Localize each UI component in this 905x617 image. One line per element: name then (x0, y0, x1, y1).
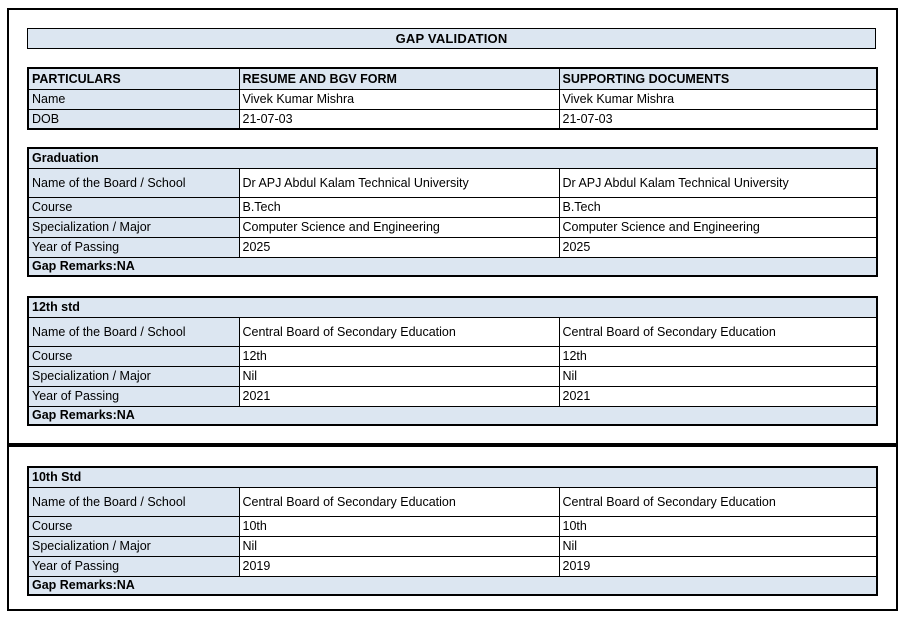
dob-supporting-value: 21-07-03 (558, 108, 878, 130)
table-row-board-school: Name of the Board / School Central Board… (27, 486, 878, 517)
gap-remarks-row: Gap Remarks:NA (27, 256, 878, 277)
row-label-board-school: Name of the Board / School (27, 316, 240, 347)
course-supporting-value: B.Tech (558, 196, 878, 218)
specialization-resume-value: Nil (238, 365, 560, 387)
row-label-board-school: Name of the Board / School (27, 167, 240, 198)
course-supporting-value: 12th (558, 345, 878, 367)
gap-remarks-10th: Gap Remarks:NA (27, 575, 878, 596)
row-label-year-of-passing: Year of Passing (27, 236, 240, 258)
year-supporting-value: 2025 (558, 236, 878, 258)
table-row-dob: DOB 21-07-03 21-07-03 (27, 108, 878, 130)
section-heading-10th: 10th Std (27, 466, 878, 488)
year-resume-value: 2019 (238, 555, 560, 577)
board-school-supporting-value: Central Board of Secondary Education (558, 486, 878, 517)
row-label-course: Course (27, 196, 240, 218)
section-heading-row: 12th std (27, 296, 878, 318)
row-label-specialization: Specialization / Major (27, 216, 240, 238)
row-label-course: Course (27, 345, 240, 367)
gap-remarks-row: Gap Remarks:NA (27, 575, 878, 596)
row-label-dob: DOB (27, 108, 240, 130)
board-school-resume-value: Central Board of Secondary Education (238, 486, 560, 517)
table-row-specialization: Specialization / Major Nil Nil (27, 535, 878, 557)
row-label-specialization: Specialization / Major (27, 365, 240, 387)
specialization-resume-value: Computer Science and Engineering (238, 216, 560, 238)
table-row-specialization: Specialization / Major Computer Science … (27, 216, 878, 238)
column-header-particulars: PARTICULARS (27, 67, 240, 90)
table-row-year-of-passing: Year of Passing 2021 2021 (27, 385, 878, 407)
specialization-supporting-value: Nil (558, 365, 878, 387)
board-school-supporting-value: Dr APJ Abdul Kalam Technical University (558, 167, 878, 198)
table-row-specialization: Specialization / Major Nil Nil (27, 365, 878, 387)
specialization-resume-value: Nil (238, 535, 560, 557)
name-supporting-value: Vivek Kumar Mishra (558, 88, 878, 110)
year-supporting-value: 2019 (558, 555, 878, 577)
particulars-table: PARTICULARS RESUME AND BGV FORM SUPPORTI… (27, 67, 878, 130)
board-school-resume-value: Central Board of Secondary Education (238, 316, 560, 347)
table-header-row: PARTICULARS RESUME AND BGV FORM SUPPORTI… (27, 67, 878, 90)
tenth-std-table: 10th Std Name of the Board / School Cent… (27, 466, 879, 596)
graduation-table: Graduation Name of the Board / School Dr… (27, 147, 878, 277)
gap-remarks-graduation: Gap Remarks:NA (27, 256, 878, 277)
course-resume-value: 10th (238, 515, 560, 537)
table-row-year-of-passing: Year of Passing 2025 2025 (27, 236, 878, 258)
row-label-name: Name (27, 88, 240, 110)
year-supporting-value: 2021 (558, 385, 878, 407)
table-row-year-of-passing: Year of Passing 2019 2019 (27, 555, 878, 577)
twelfth-std-table: 12th std Name of the Board / School Cent… (27, 296, 879, 426)
gap-remarks-12th: Gap Remarks:NA (27, 405, 878, 426)
section-heading-graduation: Graduation (27, 147, 878, 169)
table-row-course: Course B.Tech B.Tech (27, 196, 878, 218)
outer-box-bottom: 10th Std Name of the Board / School Cent… (7, 445, 898, 611)
course-resume-value: B.Tech (238, 196, 560, 218)
section-heading-12th: 12th std (27, 296, 878, 318)
row-label-year-of-passing: Year of Passing (27, 555, 240, 577)
course-resume-value: 12th (238, 345, 560, 367)
name-resume-value: Vivek Kumar Mishra (238, 88, 560, 110)
table-row-name: Name Vivek Kumar Mishra Vivek Kumar Mish… (27, 88, 878, 110)
column-header-resume-bgv: RESUME AND BGV FORM (238, 67, 560, 90)
year-resume-value: 2021 (238, 385, 560, 407)
board-school-supporting-value: Central Board of Secondary Education (558, 316, 878, 347)
table-row-course: Course 10th 10th (27, 515, 878, 537)
row-label-year-of-passing: Year of Passing (27, 385, 240, 407)
row-label-specialization: Specialization / Major (27, 535, 240, 557)
table-row-course: Course 12th 12th (27, 345, 878, 367)
section-heading-row: Graduation (27, 147, 878, 169)
document-title: GAP VALIDATION (27, 28, 876, 49)
column-header-supporting-docs: SUPPORTING DOCUMENTS (558, 67, 878, 90)
year-resume-value: 2025 (238, 236, 560, 258)
section-heading-row: 10th Std (27, 466, 878, 488)
row-label-course: Course (27, 515, 240, 537)
dob-resume-value: 21-07-03 (238, 108, 560, 130)
table-row-board-school: Name of the Board / School Central Board… (27, 316, 878, 347)
board-school-resume-value: Dr APJ Abdul Kalam Technical University (238, 167, 560, 198)
course-supporting-value: 10th (558, 515, 878, 537)
table-row-board-school: Name of the Board / School Dr APJ Abdul … (27, 167, 878, 198)
specialization-supporting-value: Computer Science and Engineering (558, 216, 878, 238)
outer-box-top: GAP VALIDATION PARTICULARS RESUME AND BG… (7, 8, 898, 445)
row-label-board-school: Name of the Board / School (27, 486, 240, 517)
gap-remarks-row: Gap Remarks:NA (27, 405, 878, 426)
specialization-supporting-value: Nil (558, 535, 878, 557)
